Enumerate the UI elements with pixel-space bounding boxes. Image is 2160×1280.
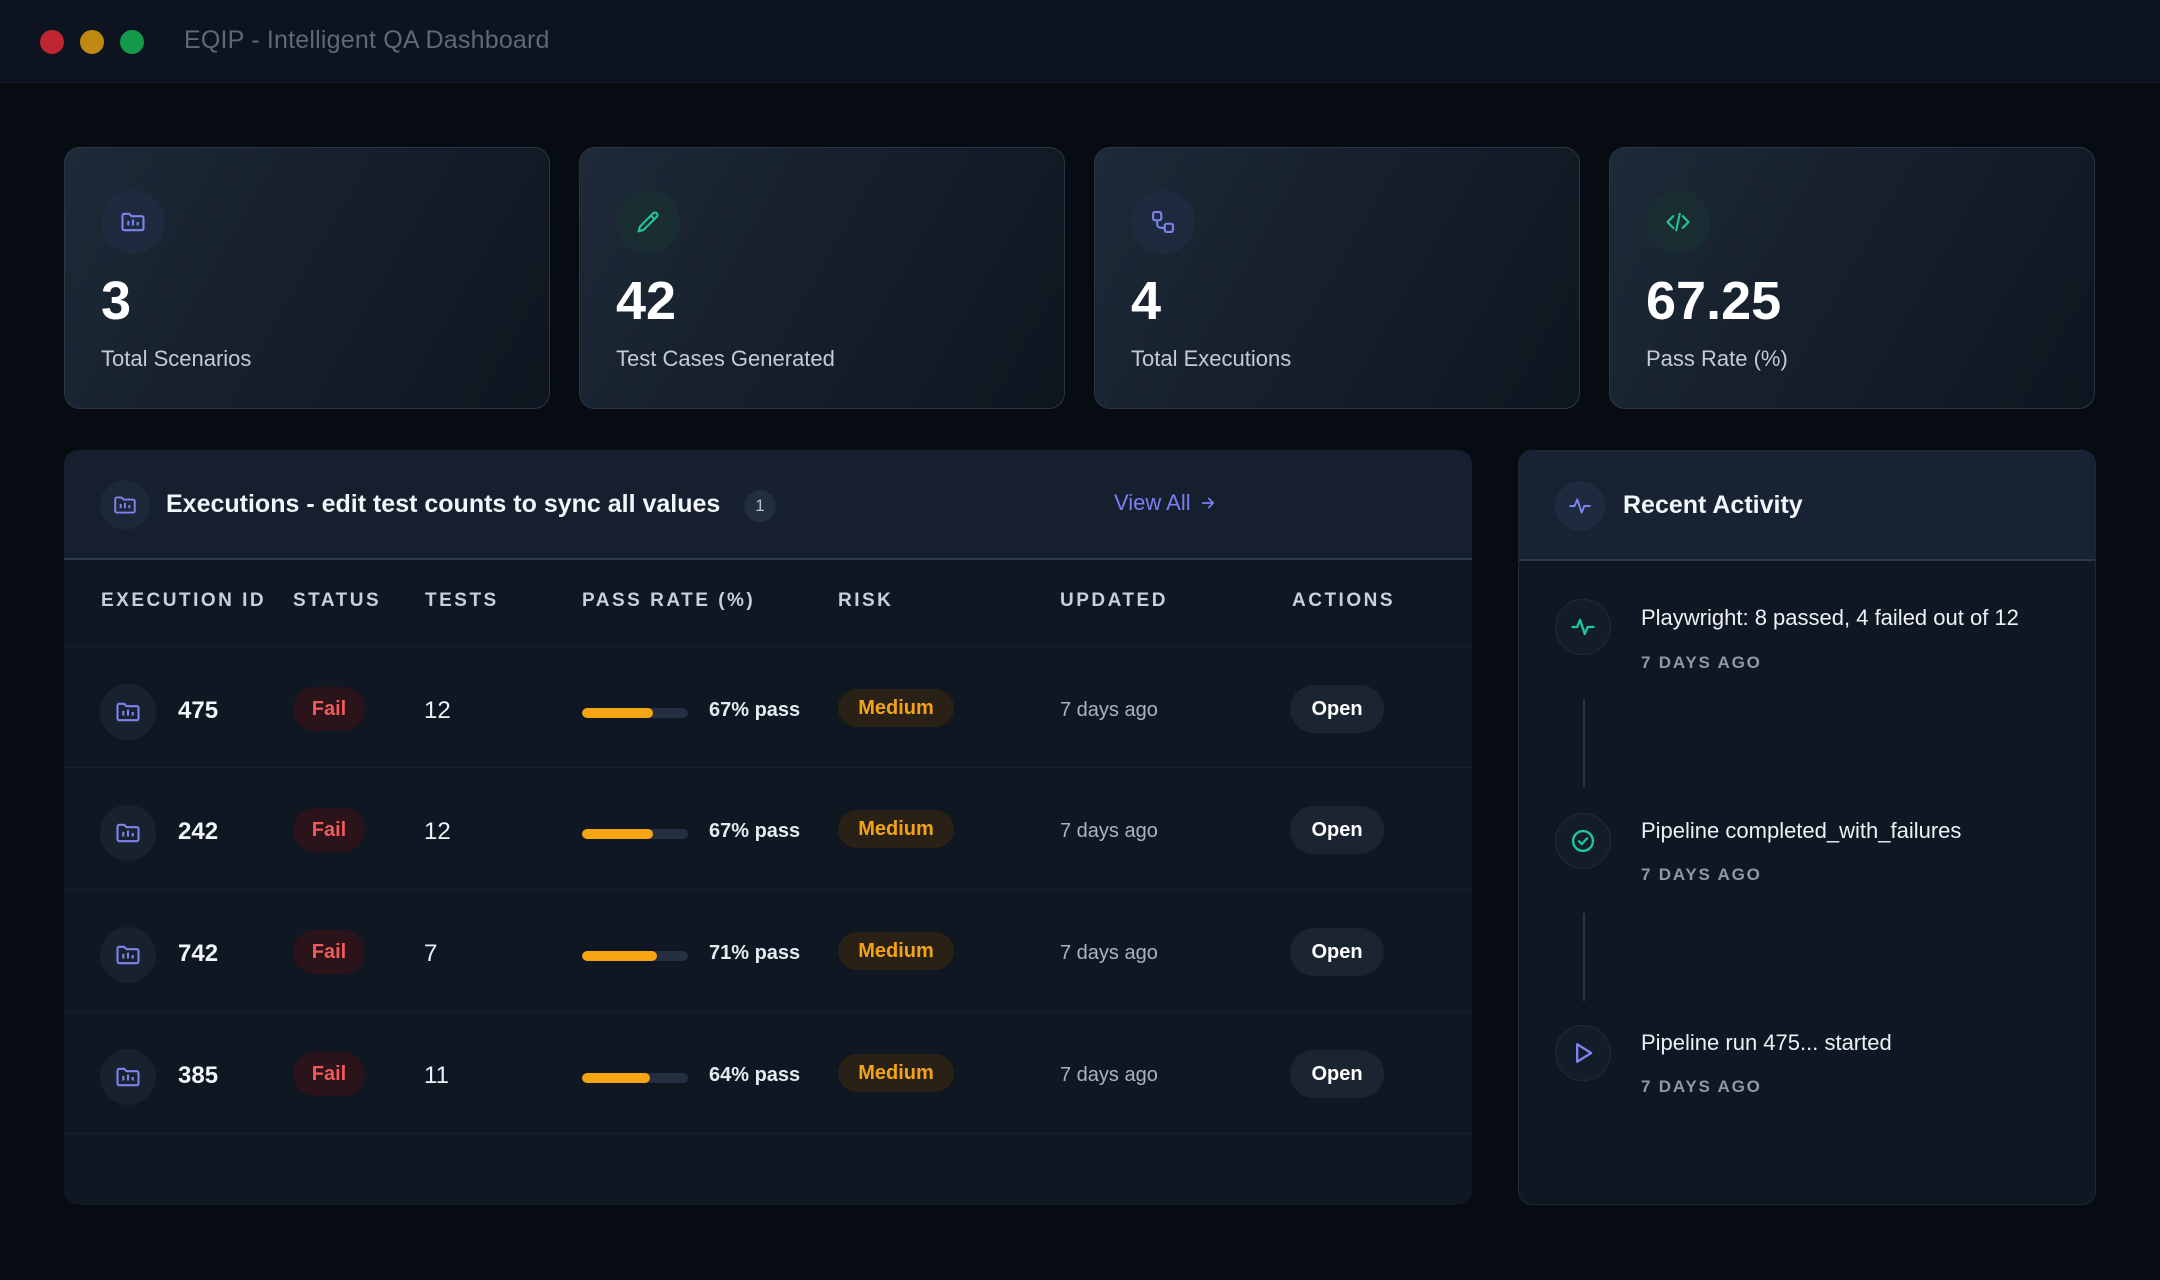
pencil-icon [616,190,680,254]
header-tests: TESTS [425,590,499,611]
risk-badge: Medium [838,1054,954,1092]
pass-rate-bar [582,1073,688,1083]
status-badge: Fail [293,1052,365,1096]
window-titlebar: EQIP - Intelligent QA Dashboard [0,0,2160,83]
executions-count-badge: 1 [744,490,776,522]
test-count: 7 [424,940,438,967]
stat-label: Total Executions [1131,346,1292,371]
execution-id: 385 [178,1062,219,1089]
executions-header: Executions - edit test counts to sync al… [64,450,1472,560]
risk-badge: Medium [838,932,954,970]
stat-card-pass-rate: 67.25 Pass Rate (%) [1609,147,2095,409]
pass-rate-fill [582,1073,650,1083]
pass-rate-bar [582,708,688,718]
folder-icon [100,480,150,530]
table-row[interactable]: 742 Fail 7 71% pass Medium 7 days ago Op… [64,890,1472,1012]
maximize-window-button[interactable] [120,30,144,54]
view-all-label: View All [1114,490,1191,515]
stat-value: 42 [616,271,677,331]
header-updated: UPDATED [1060,590,1168,611]
status-badge: Fail [293,808,365,852]
stat-label: Pass Rate (%) [1646,346,1788,371]
recent-activity-panel: Recent Activity Playwright: 8 passed, 4 … [1518,450,2096,1205]
folder-icon [100,684,156,740]
pass-rate-label: 71% pass [709,942,801,964]
table-row[interactable]: 242 Fail 12 67% pass Medium 7 days ago O… [64,768,1472,890]
stat-label: Total Scenarios [101,346,252,371]
pass-rate-fill [582,951,658,961]
timeline-connector [1583,699,1585,787]
folder-icon [100,805,156,861]
header-actions: ACTIONS [1292,590,1395,611]
open-button[interactable]: Open [1290,806,1384,854]
activity-text: Playwright: 8 passed, 4 failed out of 12 [1641,605,2019,630]
pulse-icon [1555,481,1605,531]
test-count: 11 [424,1062,449,1089]
header-pass-rate: PASS RATE (%) [582,590,756,611]
nodes-icon [1131,190,1195,254]
activity-time: 7 DAYS AGO [1641,653,1762,672]
activity-text: Pipeline completed_with_failures [1641,818,1962,843]
updated-time: 7 days ago [1060,820,1158,842]
test-count: 12 [424,697,451,724]
pulse-icon [1555,599,1611,655]
stat-label: Test Cases Generated [616,346,835,371]
header-execution-id: EXECUTION ID [101,590,267,611]
table-row[interactable]: 475 Fail 12 67% pass Medium 7 days ago O… [64,646,1472,768]
status-badge: Fail [293,687,365,731]
folder-icon [100,927,156,983]
stat-value: 4 [1131,271,1162,331]
open-button[interactable]: Open [1290,1050,1384,1098]
window-title: EQIP - Intelligent QA Dashboard [184,26,550,54]
arrow-right-icon [1201,497,1214,509]
recent-activity-title: Recent Activity [1623,491,1803,519]
pass-rate-label: 67% pass [709,699,801,721]
stat-card-test-cases: 42 Test Cases Generated [579,147,1065,409]
stat-card-total-executions: 4 Total Executions [1094,147,1580,409]
activity-time: 7 DAYS AGO [1641,865,1762,884]
pass-rate-bar [582,951,688,961]
stat-value: 3 [101,271,132,331]
folder-icon [101,190,165,254]
pass-rate-fill [582,708,654,718]
code-icon [1646,190,1710,254]
stat-value: 67.25 [1646,271,1782,331]
pass-rate-fill [582,829,654,839]
open-button[interactable]: Open [1290,685,1384,733]
execution-id: 242 [178,818,219,845]
folder-icon [100,1049,156,1105]
minimize-window-button[interactable] [80,30,104,54]
test-count: 12 [424,818,451,845]
execution-id: 742 [178,940,219,967]
pass-rate-label: 67% pass [709,820,801,842]
status-badge: Fail [293,930,365,974]
risk-badge: Medium [838,810,954,848]
updated-time: 7 days ago [1060,1064,1158,1086]
header-status: STATUS [293,590,382,611]
header-risk: RISK [838,590,894,611]
executions-title: Executions - edit test counts to sync al… [166,490,721,518]
close-window-button[interactable] [40,30,64,54]
view-all-link[interactable]: View All [1114,490,1217,516]
updated-time: 7 days ago [1060,942,1158,964]
check-circle-icon [1555,813,1611,869]
activity-time: 7 DAYS AGO [1641,1077,1762,1096]
recent-activity-header: Recent Activity [1519,451,2095,561]
pass-rate-bar [582,829,688,839]
updated-time: 7 days ago [1060,699,1158,721]
activity-text: Pipeline run 475... started [1641,1030,1892,1055]
open-button[interactable]: Open [1290,928,1384,976]
timeline-connector [1583,913,1585,1001]
stat-card-total-scenarios: 3 Total Scenarios [64,147,550,409]
table-row[interactable]: 385 Fail 11 64% pass Medium 7 days ago O… [64,1012,1472,1134]
execution-id: 475 [178,697,219,724]
risk-badge: Medium [838,689,954,727]
executions-panel: Executions - edit test counts to sync al… [64,450,1472,1205]
pass-rate-label: 64% pass [709,1064,801,1086]
play-icon [1555,1025,1611,1081]
